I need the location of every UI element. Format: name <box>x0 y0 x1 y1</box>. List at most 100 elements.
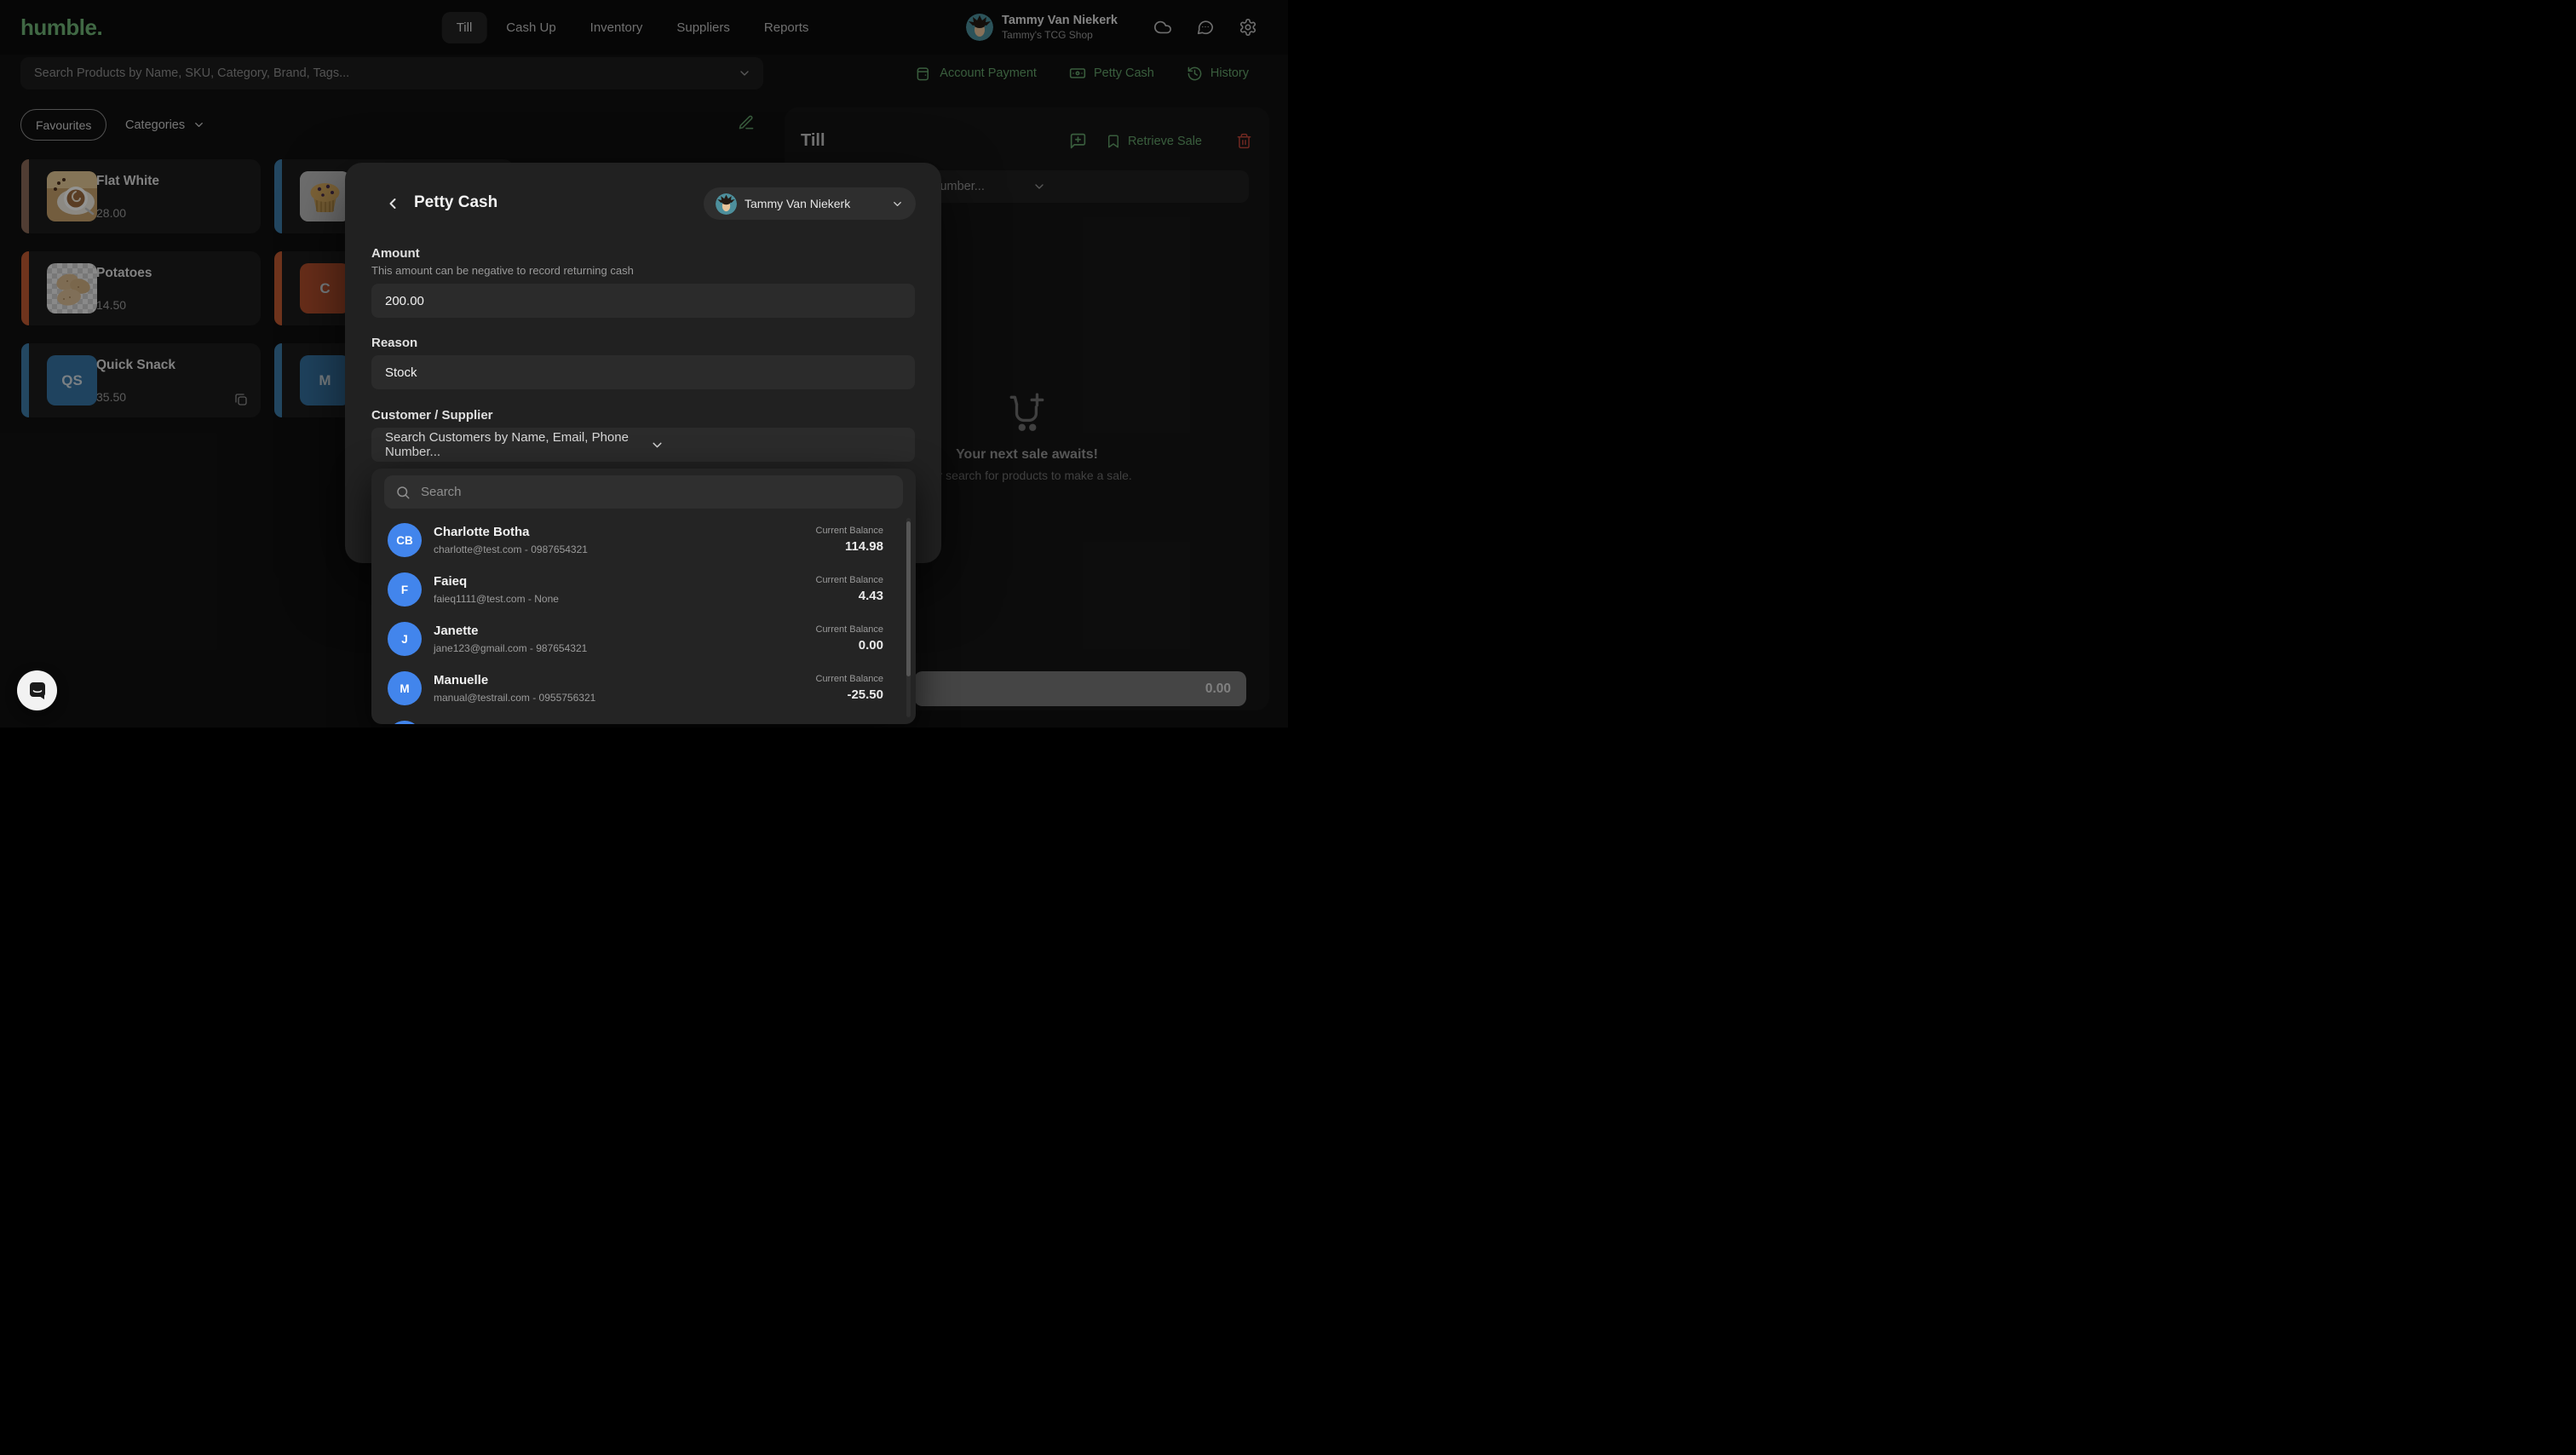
product-search <box>20 57 763 89</box>
empty-state-title: Your next sale awaits! <box>956 447 1098 462</box>
humble-logo: humble. <box>20 14 103 40</box>
product-name: Potatoes <box>96 266 152 280</box>
user-names: Tammy Van Niekerk Tammy's TCG Shop <box>1002 13 1118 41</box>
customer-row-partial[interactable]: M Manuelle Current Balance <box>371 713 916 724</box>
customer-search-input[interactable] <box>411 485 903 499</box>
product-initials-tile: M <box>300 355 350 405</box>
customer-detail: jane123@gmail.com - 987654321 <box>434 641 588 654</box>
customer-list: CB Charlotte Botha charlotte@test.com - … <box>371 515 916 724</box>
balance-label: Current Balance <box>815 624 884 635</box>
cashier-avatar <box>716 193 737 215</box>
product-image-potatoes <box>47 263 97 313</box>
add-note-icon[interactable] <box>1069 132 1087 150</box>
customer-avatar: M <box>388 671 422 705</box>
categories-dropdown[interactable]: Categories <box>125 109 205 141</box>
history-button[interactable]: History <box>1187 66 1249 82</box>
product-card[interactable]: Potatoes 14.50 <box>21 251 261 325</box>
product-price: 14.50 <box>96 298 127 312</box>
customer-supplier-placeholder: Search Customers by Name, Email, Phone N… <box>385 430 629 459</box>
empty-state-subtitle: ...or search for products to make a sale… <box>922 469 1132 482</box>
tab-suppliers[interactable]: Suppliers <box>676 20 730 35</box>
card-accent-bar <box>21 343 29 417</box>
till-empty-state: Your next sale awaits! ...or search for … <box>785 390 1269 482</box>
balance-label: Current Balance <box>815 525 884 536</box>
cashier-select[interactable]: Tammy Van Niekerk <box>704 187 916 220</box>
product-card[interactable]: Flat White 28.00 <box>21 159 261 233</box>
cloud-sync-icon[interactable] <box>1153 18 1172 37</box>
chevron-down-icon[interactable] <box>738 66 751 80</box>
chevron-down-icon <box>1019 180 1237 193</box>
card-accent-bar <box>274 159 282 233</box>
card-accent-bar <box>21 159 29 233</box>
card-accent-bar <box>274 343 282 417</box>
customer-search <box>384 475 903 509</box>
product-search-input[interactable] <box>20 66 738 80</box>
customer-avatar: F <box>388 572 422 607</box>
chevron-down-icon <box>636 438 901 452</box>
user-cluster[interactable]: Tammy Van Niekerk Tammy's TCG Shop <box>966 13 1118 41</box>
tab-reports[interactable]: Reports <box>763 20 809 35</box>
total-bar[interactable]: 0.00 <box>914 671 1246 706</box>
product-price: 28.00 <box>96 206 127 220</box>
reason-input[interactable] <box>371 355 915 389</box>
total-amount: 0.00 <box>1205 681 1231 696</box>
customer-supplier-label: Customer / Supplier <box>371 408 493 423</box>
settings-gear-icon[interactable] <box>1239 18 1257 37</box>
product-name: Quick Snack <box>96 358 176 372</box>
customer-supplier-select[interactable]: Search Customers by Name, Email, Phone N… <box>371 428 915 462</box>
modal-title: Petty Cash <box>414 193 498 211</box>
balance-value: 114.98 <box>844 539 883 555</box>
product-card[interactable]: QS Quick Snack 35.50 <box>21 343 261 417</box>
bookmark-icon <box>1106 134 1121 149</box>
customer-avatar: J <box>388 622 422 656</box>
edit-pencil-icon[interactable] <box>738 114 755 131</box>
amount-helper-text: This amount can be negative to record re… <box>371 264 634 277</box>
customer-detail: charlotte@test.com - 0987654321 <box>434 543 588 555</box>
app-screen: humble. Till Cash Up Inventory Suppliers… <box>0 0 1288 728</box>
product-name: Flat White <box>96 174 160 188</box>
product-initials-tile: QS <box>47 355 97 405</box>
balance-value: 4.43 <box>858 589 883 604</box>
petty-cash-button[interactable]: Petty Cash <box>1069 65 1154 82</box>
customer-row[interactable]: J Janette jane123@gmail.com - 987654321 … <box>371 614 916 664</box>
account-payment-label: Account Payment <box>940 66 1037 80</box>
product-image-muffin <box>300 171 350 221</box>
card-accent-bar <box>274 251 282 325</box>
customer-name: Faieq <box>434 573 468 589</box>
customer-name: Manuelle <box>434 672 489 687</box>
till-header: Till Retrieve Sale <box>801 131 1252 151</box>
variants-copy-icon <box>233 392 249 407</box>
history-clock-icon <box>1187 66 1203 82</box>
balance-label: Current Balance <box>815 574 884 585</box>
customer-name: Charlotte Botha <box>434 524 530 539</box>
card-accent-bar <box>21 251 29 325</box>
support-chat-button[interactable] <box>17 670 57 710</box>
customer-row[interactable]: M Manuelle manual@testrail.com - 0955756… <box>371 664 916 713</box>
customer-row[interactable]: CB Charlotte Botha charlotte@test.com - … <box>371 515 916 565</box>
banknote-icon <box>1069 65 1086 82</box>
cashier-name: Tammy Van Niekerk <box>745 197 851 210</box>
amount-input[interactable] <box>371 284 915 318</box>
tab-inventory[interactable]: Inventory <box>589 20 643 35</box>
tab-till[interactable]: Till <box>441 11 487 43</box>
customer-row[interactable]: F Faieq faieq1111@test.com - None Curren… <box>371 565 916 614</box>
balance-value: 0.00 <box>858 638 883 653</box>
retrieve-sale-button[interactable]: Retrieve Sale <box>1106 134 1202 149</box>
balance-value: -25.50 <box>847 687 883 703</box>
history-label: History <box>1210 66 1249 80</box>
clear-sale-trash-icon[interactable] <box>1236 133 1252 149</box>
chat-icon[interactable] <box>1196 18 1215 37</box>
customer-name: Janette <box>434 623 479 638</box>
user-avatar <box>966 14 994 41</box>
amount-label: Amount <box>371 246 420 261</box>
customer-detail: faieq1111@test.com - None <box>434 592 559 605</box>
back-chevron-icon[interactable] <box>384 195 401 212</box>
categories-label: Categories <box>125 118 186 132</box>
tab-cash-up[interactable]: Cash Up <box>506 20 556 35</box>
user-shop: Tammy's TCG Shop <box>1002 28 1093 41</box>
favourites-button[interactable]: Favourites <box>20 109 107 141</box>
user-name: Tammy Van Niekerk <box>1002 14 1118 28</box>
dropdown-scrollbar-thumb[interactable] <box>906 521 911 676</box>
reason-label: Reason <box>371 336 418 350</box>
account-payment-button[interactable]: Account Payment <box>916 66 1037 82</box>
